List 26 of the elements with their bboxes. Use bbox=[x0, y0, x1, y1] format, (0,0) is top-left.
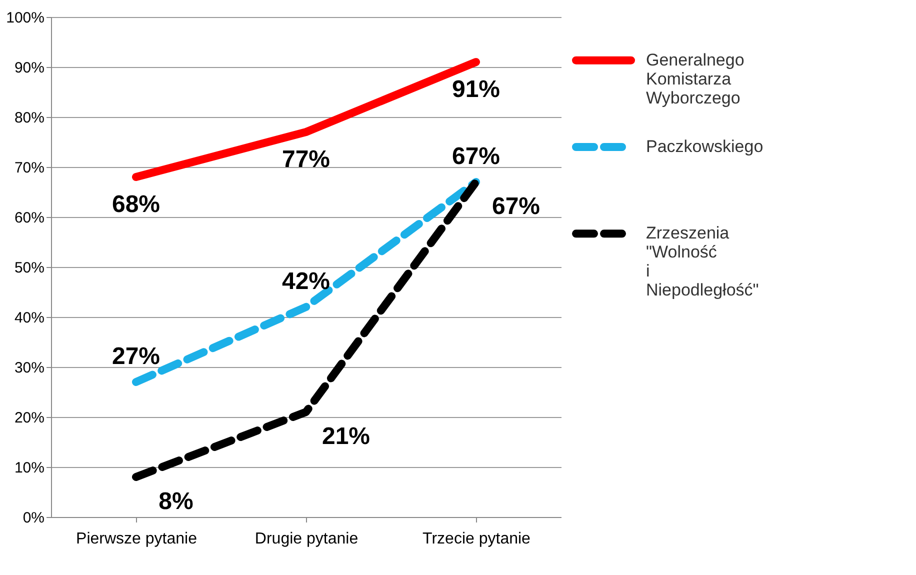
y-tick-label: 100% bbox=[6, 10, 44, 26]
data-label: 67% bbox=[492, 193, 540, 220]
data-label: 8% bbox=[158, 488, 194, 515]
data-label: 42% bbox=[282, 268, 330, 295]
legend-label: Zrzeszenia "Wolność i Niepodległość" bbox=[646, 224, 759, 300]
y-tick-label: 70% bbox=[14, 160, 44, 176]
data-label: 91% bbox=[452, 76, 500, 103]
y-tick-label: 10% bbox=[14, 460, 44, 476]
data-label: 67% bbox=[452, 143, 500, 170]
data-label: 21% bbox=[322, 423, 370, 450]
y-tick-label: 40% bbox=[14, 310, 44, 326]
y-tick-label: 20% bbox=[14, 410, 44, 426]
data-label: 27% bbox=[112, 343, 160, 370]
y-tick-label: 90% bbox=[14, 60, 44, 76]
y-tick-label: 60% bbox=[14, 210, 44, 226]
y-tick-label: 50% bbox=[14, 260, 44, 276]
data-label: 68% bbox=[112, 191, 160, 218]
y-tick-label: 30% bbox=[14, 360, 44, 376]
x-tick-label: Pierwsze pytanie bbox=[76, 530, 198, 548]
legend-label: Paczkowskiego bbox=[646, 137, 764, 156]
data-label: 77% bbox=[282, 146, 330, 173]
y-tick-label: 80% bbox=[14, 110, 44, 126]
legend-label: Generalnego Komistarza Wyborczego bbox=[646, 50, 744, 108]
x-tick-label: Trzecie pytanie bbox=[422, 530, 531, 548]
y-tick-label: 0% bbox=[22, 510, 44, 526]
x-tick-label: Drugie pytanie bbox=[254, 530, 358, 548]
